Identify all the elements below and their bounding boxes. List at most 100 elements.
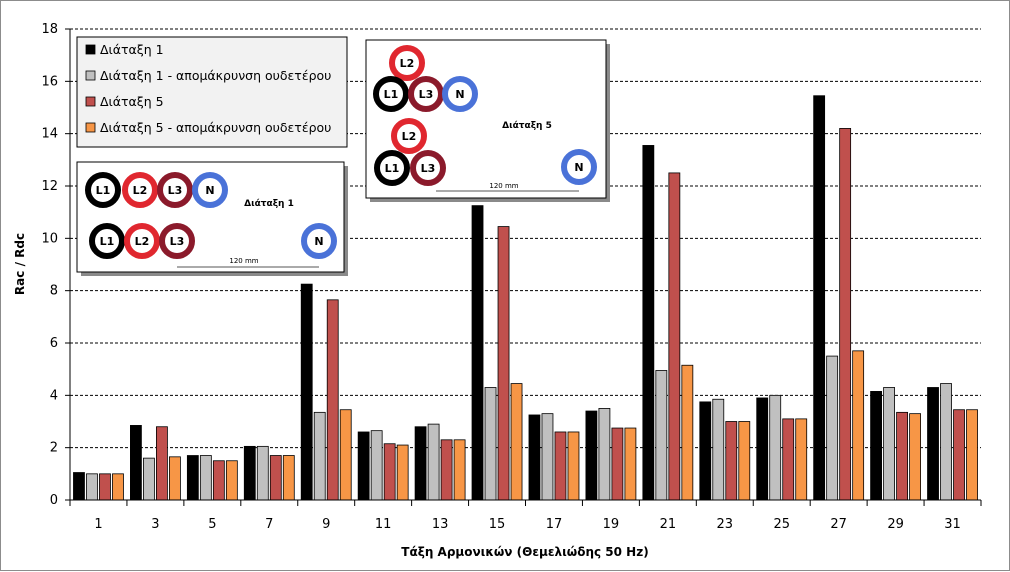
bar-3-19: [624, 427, 637, 501]
bar-3-11: [396, 444, 409, 501]
conductor-L1: [374, 150, 410, 186]
legend-swatch: [85, 70, 96, 81]
bar-1-21: [655, 370, 668, 501]
bar-2-17: [554, 431, 567, 501]
conductor-L3: [159, 223, 195, 259]
bar-2-27: [839, 128, 852, 501]
y-ticks: 0 2 4 6 8 10 12 14 16 18: [41, 22, 70, 508]
inset-diagram-5: L2 L1 L3 N L2 L1 L3 N Διάταξη 5 120 mm: [365, 39, 610, 202]
bar-0-7: [243, 445, 256, 501]
bar-1-23: [712, 398, 725, 501]
y-tick-label: 18: [41, 22, 58, 37]
y-tick-label: 4: [50, 388, 58, 403]
conductor-label: L2: [135, 235, 150, 248]
legend-box: [76, 36, 348, 148]
bar-1-11: [370, 430, 383, 501]
bar-1-17: [541, 413, 554, 501]
bar-1-1: [86, 473, 98, 501]
x-tick-label: 17: [546, 517, 563, 532]
bar-1-5: [199, 455, 212, 501]
bar-0-15: [471, 205, 484, 501]
bar-3-9: [339, 409, 352, 501]
y-tick-label: 2: [50, 441, 58, 456]
bar-2-9: [326, 299, 339, 501]
bar-3-15: [510, 383, 523, 501]
bar-0-9: [300, 283, 313, 501]
conductor-L1: [89, 223, 125, 259]
bar-0-11: [357, 431, 370, 501]
bar-2-7: [269, 455, 282, 501]
inset-diagram-1-caption: Διάταξη 1: [244, 199, 294, 209]
conductor-L3: [157, 172, 193, 208]
bar-3-25: [795, 418, 808, 501]
bar-3-3: [169, 456, 181, 501]
bar-3-29: [909, 413, 921, 501]
bar-1-15: [484, 387, 497, 501]
bar-1-3: [143, 457, 155, 501]
bar-2-23: [725, 421, 738, 501]
bar-2-5: [212, 460, 225, 501]
legend-entry: Διάταξη 1 - απομάκρυνση ουδετέρου: [100, 68, 331, 83]
y-tick-label: 10: [41, 231, 58, 246]
bar-2-1: [99, 473, 111, 501]
inset-diagram-5-scale-label: 120 mm: [489, 182, 518, 190]
conductor-L2: [391, 118, 427, 154]
conductor-label: N: [314, 235, 323, 248]
bar-3-21: [681, 364, 694, 501]
conductor-label: L2: [402, 130, 417, 143]
legend-entry: Διάταξη 5 - απομάκρυνση ουδετέρου: [100, 120, 331, 135]
x-tick-label: 15: [489, 517, 506, 532]
conductor-label: L1: [100, 235, 115, 248]
x-tick-label: 29: [887, 517, 904, 532]
conductor-L2: [389, 45, 425, 81]
conductor-label: N: [455, 88, 464, 101]
bar-1-13: [427, 423, 440, 501]
bar-0-27: [813, 95, 826, 501]
bar-2-19: [611, 427, 624, 501]
bar-2-31: [953, 409, 965, 501]
conductor-label: L1: [385, 162, 400, 175]
x-tick-label: 3: [151, 517, 159, 532]
bar-0-13: [414, 426, 427, 501]
x-tick-label: 31: [944, 517, 961, 532]
conductor-label: N: [574, 161, 583, 174]
x-axis-label: Τάξη Αρμονικών (Θεμελιώδης 50 Hz): [401, 545, 648, 559]
bar-3-23: [738, 421, 751, 501]
conductor-label: N: [205, 184, 214, 197]
bar-2-3: [156, 426, 168, 501]
bar-0-17: [528, 414, 541, 501]
conductor-label: L2: [133, 184, 148, 197]
bar-2-29: [896, 411, 908, 501]
conductor-label: L1: [96, 184, 111, 197]
conductor-label: L1: [384, 88, 399, 101]
conductor-L2: [124, 223, 160, 259]
x-tick-label: 27: [830, 517, 847, 532]
conductor-N: [301, 223, 337, 259]
legend-swatch: [85, 44, 96, 55]
legend-swatch: [85, 96, 96, 107]
x-ticks: 1 3 5 7 9 11 13 15 17 19 21 23 25 27 29 31: [69, 500, 982, 532]
y-tick-label: 0: [50, 493, 58, 508]
bar-3-27: [852, 350, 865, 501]
legend: Διάταξη 1 Διάταξη 1 - απομάκρυνση ουδετέρ…: [76, 36, 348, 148]
bar-3-5: [225, 460, 238, 501]
bar-0-19: [585, 410, 598, 501]
bar-3-17: [567, 431, 580, 501]
bar-0-25: [756, 397, 769, 501]
bar-1-25: [769, 394, 782, 501]
conductor-L1: [85, 172, 121, 208]
x-tick-label: 21: [660, 517, 677, 532]
bars-group: [73, 95, 978, 501]
x-tick-label: 11: [375, 517, 392, 532]
x-tick-label: 9: [322, 517, 330, 532]
bar-1-7: [256, 445, 269, 501]
bar-1-27: [826, 355, 839, 501]
conductor-L2: [122, 172, 158, 208]
x-tick-label: 25: [773, 517, 790, 532]
legend-entry: Διάταξη 5: [100, 94, 164, 109]
conductor-N: [561, 149, 597, 185]
bar-0-1: [73, 472, 85, 501]
inset-diagram-5-caption: Διάταξη 5: [502, 121, 552, 131]
